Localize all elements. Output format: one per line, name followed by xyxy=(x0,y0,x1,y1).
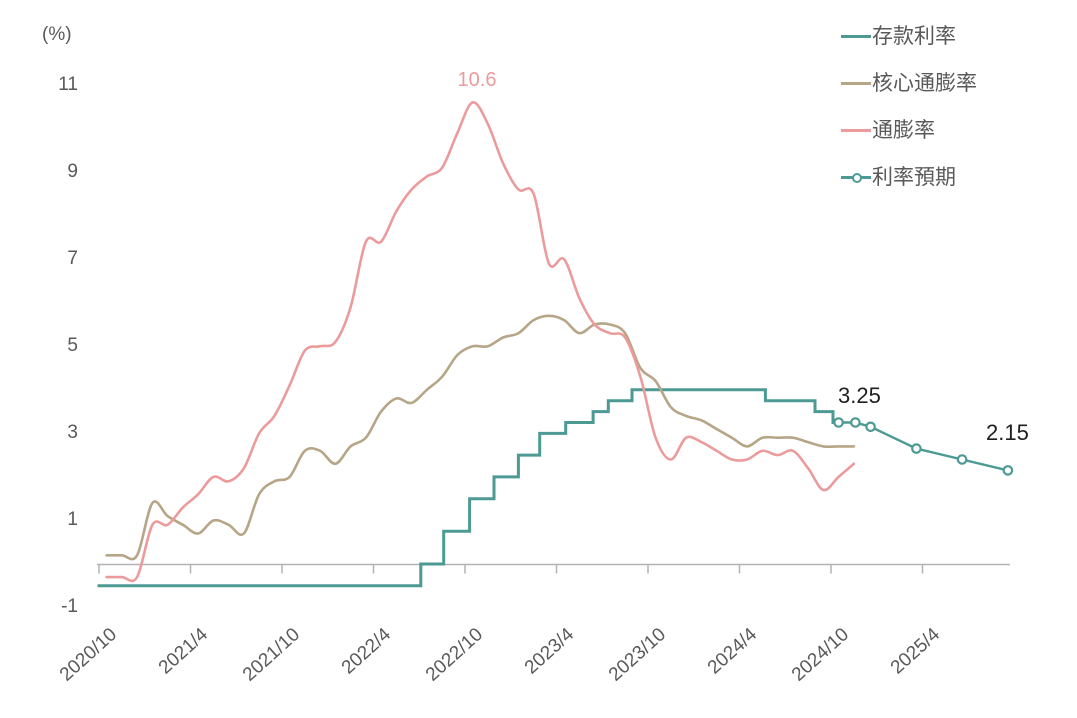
y-axis-tick-label: 1 xyxy=(67,509,78,530)
rate_expectation-marker xyxy=(833,417,844,428)
rate_expectation-line xyxy=(838,421,1009,472)
rate_expectation-marker xyxy=(956,454,968,465)
core-inflation-line-swatch-icon xyxy=(841,82,871,85)
rate-expectation-marker-icon xyxy=(852,173,862,183)
y-axis-unit-label: (%) xyxy=(42,24,72,45)
rate_expectation-marker xyxy=(911,443,922,454)
legend-label: 存款利率 xyxy=(872,25,956,48)
y-axis-tick-label: -1 xyxy=(61,596,78,617)
y-axis-tick-label: 7 xyxy=(67,248,78,269)
y-axis-tick-label: 3 xyxy=(67,422,78,443)
legend: 存款利率 核心通膨率 通膨率 利率預期 xyxy=(841,25,1061,213)
y-axis-tick-label: 11 xyxy=(58,74,78,95)
rate-expectation-end-annotation: 2.15 xyxy=(986,420,1029,445)
legend-item-rate-expectation: 利率預期 xyxy=(841,166,1061,190)
peak-inflation-annotation: 10.6 xyxy=(457,69,497,91)
inflation-line xyxy=(105,101,856,583)
y-axis-tick-label: 9 xyxy=(67,161,78,182)
deposit-rate-end-annotation: 3.25 xyxy=(838,383,881,408)
legend-item-core-inflation: 核心通膨率 xyxy=(841,72,1061,96)
inflation-line-swatch-icon xyxy=(841,129,871,132)
core_inflation-line xyxy=(105,314,856,561)
legend-label: 核心通膨率 xyxy=(872,72,977,95)
deposit-rate-line-swatch-icon xyxy=(841,35,871,38)
rate_expectation-marker xyxy=(1002,465,1014,476)
legend-item-deposit-rate: 存款利率 xyxy=(841,25,1061,49)
legend-item-inflation: 通膨率 xyxy=(841,119,1061,143)
y-axis-tick-label: 5 xyxy=(67,335,78,356)
rate_expectation-marker xyxy=(865,421,876,433)
deposit_rate-line xyxy=(97,388,839,588)
rate_expectation-marker xyxy=(850,417,861,428)
legend-label: 通膨率 xyxy=(872,119,935,142)
legend-label: 利率預期 xyxy=(872,166,956,189)
